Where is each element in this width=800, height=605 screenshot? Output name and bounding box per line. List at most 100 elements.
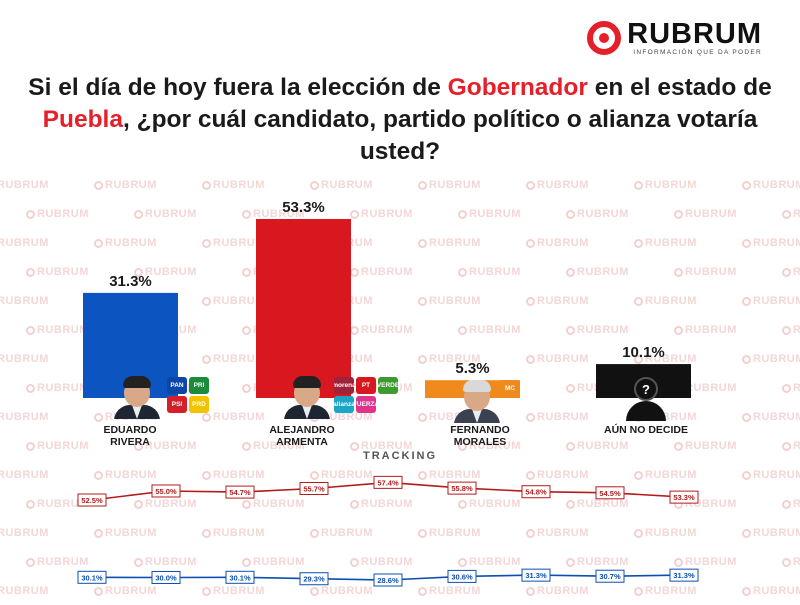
watermark-text: RUBRUM — [134, 498, 197, 510]
watermark-text: RUBRUM — [26, 556, 89, 568]
watermark-text: RUBRUM — [350, 440, 413, 452]
bar-value-label: 31.3% — [109, 273, 152, 290]
watermark-text: RUBRUM — [0, 585, 49, 597]
question-part-3: , ¿por cuál candidato, partido político … — [122, 106, 758, 165]
watermark-text: RUBRUM — [782, 556, 800, 568]
tracking-point: 31.3% — [669, 568, 699, 582]
bar-value-label: 53.3% — [282, 199, 325, 216]
tracking-point-label: 29.3% — [303, 575, 325, 584]
bar-value-label: 10.1% — [622, 344, 665, 361]
tracking-point: 30.1% — [77, 570, 107, 584]
party-logo-verde: VERDE — [378, 377, 398, 394]
watermark-text: RUBRUM — [742, 237, 800, 249]
watermark-text: RUBRUM — [0, 179, 49, 191]
watermark-text: RUBRUM — [310, 585, 373, 597]
tracking-point: 30.1% — [225, 570, 255, 584]
party-logo-mc: MC — [500, 380, 520, 397]
brand-logo: RUBRUM INFORMACIÓN QUE DA PODER — [587, 20, 762, 56]
watermark-text: RUBRUM — [782, 266, 800, 278]
candidate-photo-morales — [452, 377, 502, 423]
watermark-text: RUBRUM — [566, 208, 629, 220]
watermark-text: RUBRUM — [0, 527, 49, 539]
watermark-text: RUBRUM — [782, 440, 800, 452]
watermark-text: RUBRUM — [242, 556, 305, 568]
target-icon — [587, 21, 622, 55]
tracking-point-label: 53.3% — [673, 493, 695, 502]
watermark-text: RUBRUM — [202, 469, 265, 481]
brand-tagline: INFORMACIÓN QUE DA PODER — [633, 49, 762, 56]
watermark-text: RUBRUM — [202, 353, 265, 365]
party-logo-pri: PRI — [189, 377, 209, 394]
tracking-point-label: 30.7% — [599, 572, 621, 581]
watermark-text: RUBRUM — [350, 498, 413, 510]
watermark-text: RUBRUM — [0, 353, 49, 365]
tracking-point-label: 52.5% — [81, 496, 103, 505]
party-logo-psi: PSI — [167, 396, 187, 413]
watermark-text: RUBRUM — [674, 556, 737, 568]
tracking-point-label: 30.0% — [155, 573, 177, 582]
tracking-point: 54.7% — [225, 485, 255, 499]
bar-value-label: 5.3% — [455, 360, 489, 377]
tracking-point: 30.6% — [447, 569, 477, 583]
watermark-text: RUBRUM — [418, 237, 481, 249]
unknown-person-icon: ? — [624, 377, 668, 421]
watermark-text: RUBRUM — [458, 440, 521, 452]
watermark-text: RUBRUM — [26, 440, 89, 452]
watermark-text: RUBRUM — [94, 585, 157, 597]
tracking-point: 28.6% — [373, 573, 403, 587]
watermark-text: RUBRUM — [674, 208, 737, 220]
watermark-text: RUBRUM — [418, 527, 481, 539]
candidate-name-undecided: AÚN NO DECIDE — [603, 424, 688, 436]
candidate-photo-rivera — [112, 373, 162, 419]
party-logo-pt: PT — [356, 377, 376, 394]
watermark-text: RUBRUM — [350, 208, 413, 220]
watermark-text: RUBRUM — [134, 266, 197, 278]
watermark-text: RUBRUM — [566, 498, 629, 510]
watermark-text: RUBRUM — [526, 411, 589, 423]
watermark-text: RUBRUM — [26, 382, 89, 394]
watermark-text: RUBRUM — [566, 556, 629, 568]
party-logo-morena: morena — [334, 377, 354, 394]
watermark-text: RUBRUM — [526, 237, 589, 249]
watermark-text: RUBRUM — [310, 527, 373, 539]
watermark-text: RUBRUM — [202, 179, 265, 191]
watermark-text: RUBRUM — [202, 411, 265, 423]
tracking-point-label: 54.8% — [525, 488, 547, 497]
watermark-text: RUBRUM — [242, 440, 305, 452]
tracking-point: 57.4% — [373, 475, 403, 489]
watermark-text: RUBRUM — [0, 469, 49, 481]
tracking-point-label: 31.3% — [525, 571, 547, 580]
watermark-text: RUBRUM — [94, 469, 157, 481]
watermark-text: RUBRUM — [674, 266, 737, 278]
candidate-name-morales: FERNANDO MORALES — [450, 424, 510, 448]
watermark-text: RUBRUM — [742, 295, 800, 307]
watermark-text: RUBRUM — [134, 440, 197, 452]
watermark-text: RUBRUM — [202, 237, 265, 249]
watermark-text: RUBRUM — [526, 585, 589, 597]
watermark-text: RUBRUM — [782, 324, 800, 336]
watermark-text: RUBRUM — [458, 498, 521, 510]
tracking-point-label: 30.6% — [451, 572, 473, 581]
watermark-text: RUBRUM — [634, 237, 697, 249]
watermark-text: RUBRUM — [26, 208, 89, 220]
tracking-point: 52.5% — [77, 493, 107, 507]
watermark-text: RUBRUM — [634, 527, 697, 539]
watermark-text: RUBRUM — [526, 179, 589, 191]
bar — [256, 219, 351, 398]
tracking-point-label: 54.5% — [599, 489, 621, 498]
party-logo-prd: PRD — [189, 396, 209, 413]
watermark-text: RUBRUM — [94, 527, 157, 539]
tracking-point: 55.7% — [299, 481, 329, 495]
watermark-text: RUBRUM — [0, 295, 49, 307]
tracking-point-label: 55.7% — [303, 484, 325, 493]
watermark-text: RUBRUM — [458, 324, 521, 336]
tracking-point-label: 30.1% — [81, 573, 103, 582]
question-highlight-state: Puebla — [42, 106, 123, 133]
tracking-point: 31.3% — [521, 568, 551, 582]
brand-name: RUBRUM — [627, 18, 762, 50]
watermark-text: RUBRUM — [202, 295, 265, 307]
candidate-photo-armenta — [282, 373, 332, 419]
watermark-text: RUBRUM — [526, 353, 589, 365]
tracking-point: 53.3% — [669, 490, 699, 504]
